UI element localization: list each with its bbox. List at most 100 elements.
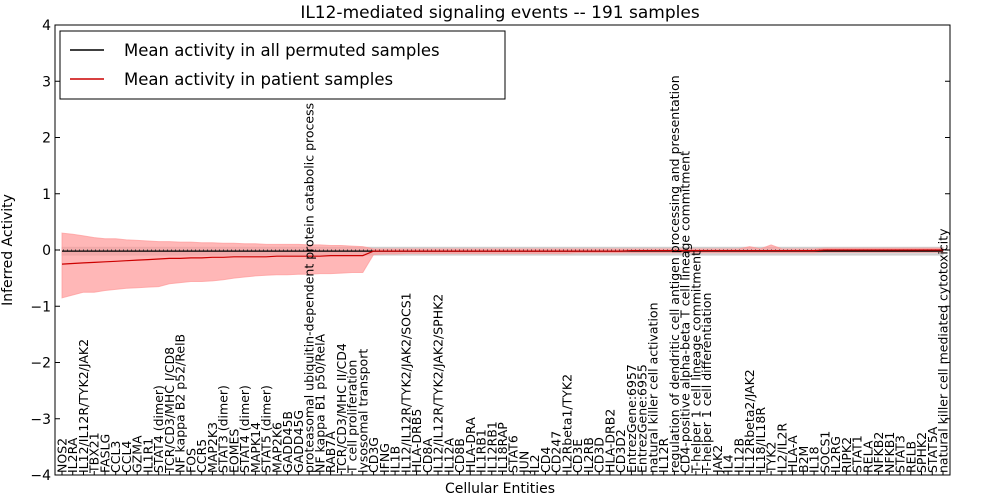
x-tick-label: TCR/CD3/MHC I/CD8: [162, 347, 177, 474]
x-tick-label: EntrezGene:6955: [635, 364, 650, 473]
x-tick-label: MAPK14: [248, 422, 263, 473]
patient-confidence-band: [61, 232, 944, 299]
x-tick-label: HLA-DRA: [463, 417, 478, 473]
x-tick-label: CD3E: [570, 439, 585, 473]
x-tick-label: IL2RB: [581, 437, 596, 473]
x-tick-label: NF kappa B1 p50/RelA: [312, 333, 327, 473]
x-tick-label: B2M: [796, 446, 811, 473]
x-tick-label: CCL3: [108, 441, 123, 473]
x-tick-label: IL12/IL12R/TYK2/JAK2: [76, 339, 91, 473]
x-tick-label: IL2RA: [65, 437, 80, 473]
x-tick-label: JUN: [517, 451, 532, 474]
x-tick-label: SPHK2: [914, 432, 929, 473]
x-tick-label: STAT5 (dimer): [259, 385, 274, 473]
x-tick-label: SOCS1: [817, 431, 832, 473]
x-tick-label: TCR/CD3/MHC II/CD4: [334, 343, 349, 474]
x-tick-label: IFNG: [377, 443, 392, 473]
x-tick-label: FOS: [183, 448, 198, 473]
x-tick-label: IL12RB1: [484, 421, 499, 473]
x-tick-label: IL2: [527, 454, 542, 473]
x-tick-label: STAT3: [893, 435, 908, 473]
x-tick-label: CD3D2: [613, 429, 628, 473]
x-tick-label: IL2/IL2R: [774, 423, 789, 473]
x-axis-labels: NOS2IL2RAIL12/IL12R/TYK2/JAK2TBX21FASLGC…: [55, 75, 951, 475]
x-tick-label: NFKB2: [871, 432, 886, 473]
x-tick-label: natural killer cell mediated cytotoxicit…: [936, 228, 951, 473]
x-tick-label: IL12/IL12R/TYK2/JAK2/SOCS1: [398, 292, 413, 473]
x-tick-label: IL18: [807, 446, 822, 473]
legend-label-patient: Mean activity in patient samples: [124, 70, 393, 89]
x-tick-label: T-helper 1 cell lineage commitment: [688, 251, 703, 474]
patient-mean-line: [61, 249, 943, 265]
x-tick-label: NF kappa B2 p52/RelB: [173, 334, 188, 473]
x-tick-label: GADD45G: [291, 410, 306, 473]
x-tick-label: TBX21: [87, 432, 102, 474]
x-tick-label: CD4: [538, 447, 553, 473]
x-tick-label: IL2Rbeta1/TYK2: [560, 374, 575, 473]
legend: Mean activity in all permuted samples Me…: [59, 30, 506, 100]
x-tick-label: IL18/IL18R: [753, 407, 768, 473]
x-tick-label: JAK2: [710, 445, 725, 474]
x-tick-label: CCR5: [194, 439, 209, 473]
y-tick-label: −1: [30, 299, 51, 315]
x-tick-label: IL1B: [388, 446, 403, 473]
chart-title: IL12-mediated signaling events -- 191 sa…: [300, 3, 700, 23]
x-tick-label: NOS2: [55, 438, 70, 473]
x-tick-label: IL18RAP: [495, 422, 510, 473]
x-tick-label: GADD45B: [280, 411, 295, 473]
legend-label-permuted: Mean activity in all permuted samples: [124, 41, 440, 60]
x-axis-label: Cellular Entities: [445, 481, 555, 497]
x-tick-label: FASLG: [98, 434, 113, 473]
x-tick-label: RAB7A: [323, 431, 338, 473]
x-tick-label: NFKB1: [882, 432, 897, 473]
x-tick-label: CD8A: [420, 438, 435, 473]
x-tick-label: natural killer cell activation: [645, 302, 660, 473]
y-tick-label: −2: [30, 356, 51, 372]
x-tick-label: CD8B: [452, 438, 467, 473]
x-tick-label: RELA: [860, 440, 875, 473]
x-tick-label: EntrezGene:6957: [624, 364, 639, 473]
x-tick-label: T-helper 1 cell differentiation: [699, 293, 714, 474]
x-tick-label: STAT3 (dimer): [216, 385, 231, 473]
x-tick-label: lysosomal transport: [355, 349, 370, 473]
x-tick-label: RELB: [903, 441, 918, 473]
x-tick-label: STAT1: [850, 435, 865, 473]
x-tick-label: IL12B: [731, 438, 746, 473]
x-tick-label: IL4: [721, 454, 736, 473]
x-tick-label: MAP2K3: [205, 422, 220, 473]
y-tick-label: 1: [42, 187, 51, 203]
x-tick-label: STAT6: [506, 435, 521, 473]
x-tick-label: T cell proliferation: [345, 360, 360, 474]
x-tick-label: CD4-positive alpha-beta T cell lineage c…: [678, 151, 693, 473]
x-tick-label: EOMES: [226, 429, 241, 473]
y-tick-label: 3: [42, 74, 51, 90]
y-axis-label: Inferred Activity: [0, 194, 16, 306]
x-tick-label: MAP2K6: [269, 422, 284, 473]
x-tick-label: CD3D: [592, 437, 607, 473]
x-tick-label: regulation of dendritic cell antigen pro…: [667, 75, 682, 473]
x-tick-label: IL1R1: [141, 438, 156, 473]
y-axis: −4 −3 −2 −1 0 1 2 3 4: [30, 18, 950, 484]
x-tick-label: HLA-DRB5: [409, 409, 424, 473]
x-tick-label: HLA-A: [785, 435, 800, 473]
x-tick-label: IL12R: [656, 437, 671, 473]
x-tick-label: HLA-DRB2: [602, 409, 617, 473]
x-tick-label: CD3G: [366, 437, 381, 473]
y-tick-label: 2: [42, 131, 51, 147]
plot-area: [55, 232, 950, 299]
x-tick-label: IL12/IL12R/TYK2/JAK2/SPHK2: [431, 294, 446, 473]
x-tick-label: IL12Rbeta2/JAK2: [742, 369, 757, 473]
x-tick-label: IL1RB1: [474, 429, 489, 473]
x-tick-label: STAT4 (dimer): [237, 385, 252, 473]
x-tick-label: IL2RG: [828, 436, 843, 473]
y-tick-label: −3: [30, 412, 51, 428]
x-tick-label: CCL4: [119, 441, 134, 473]
x-tick-label: STAT5A: [925, 426, 940, 473]
y-tick-label: 0: [42, 243, 51, 259]
x-tick-label: STAT4 (dimer): [151, 385, 166, 473]
x-tick-label: RIPK2: [839, 437, 854, 473]
y-tick-label: 4: [42, 18, 51, 34]
x-tick-label: proteasomal ubiquitin-dependent protein …: [302, 103, 317, 473]
y-tick-label: −4: [30, 468, 51, 484]
